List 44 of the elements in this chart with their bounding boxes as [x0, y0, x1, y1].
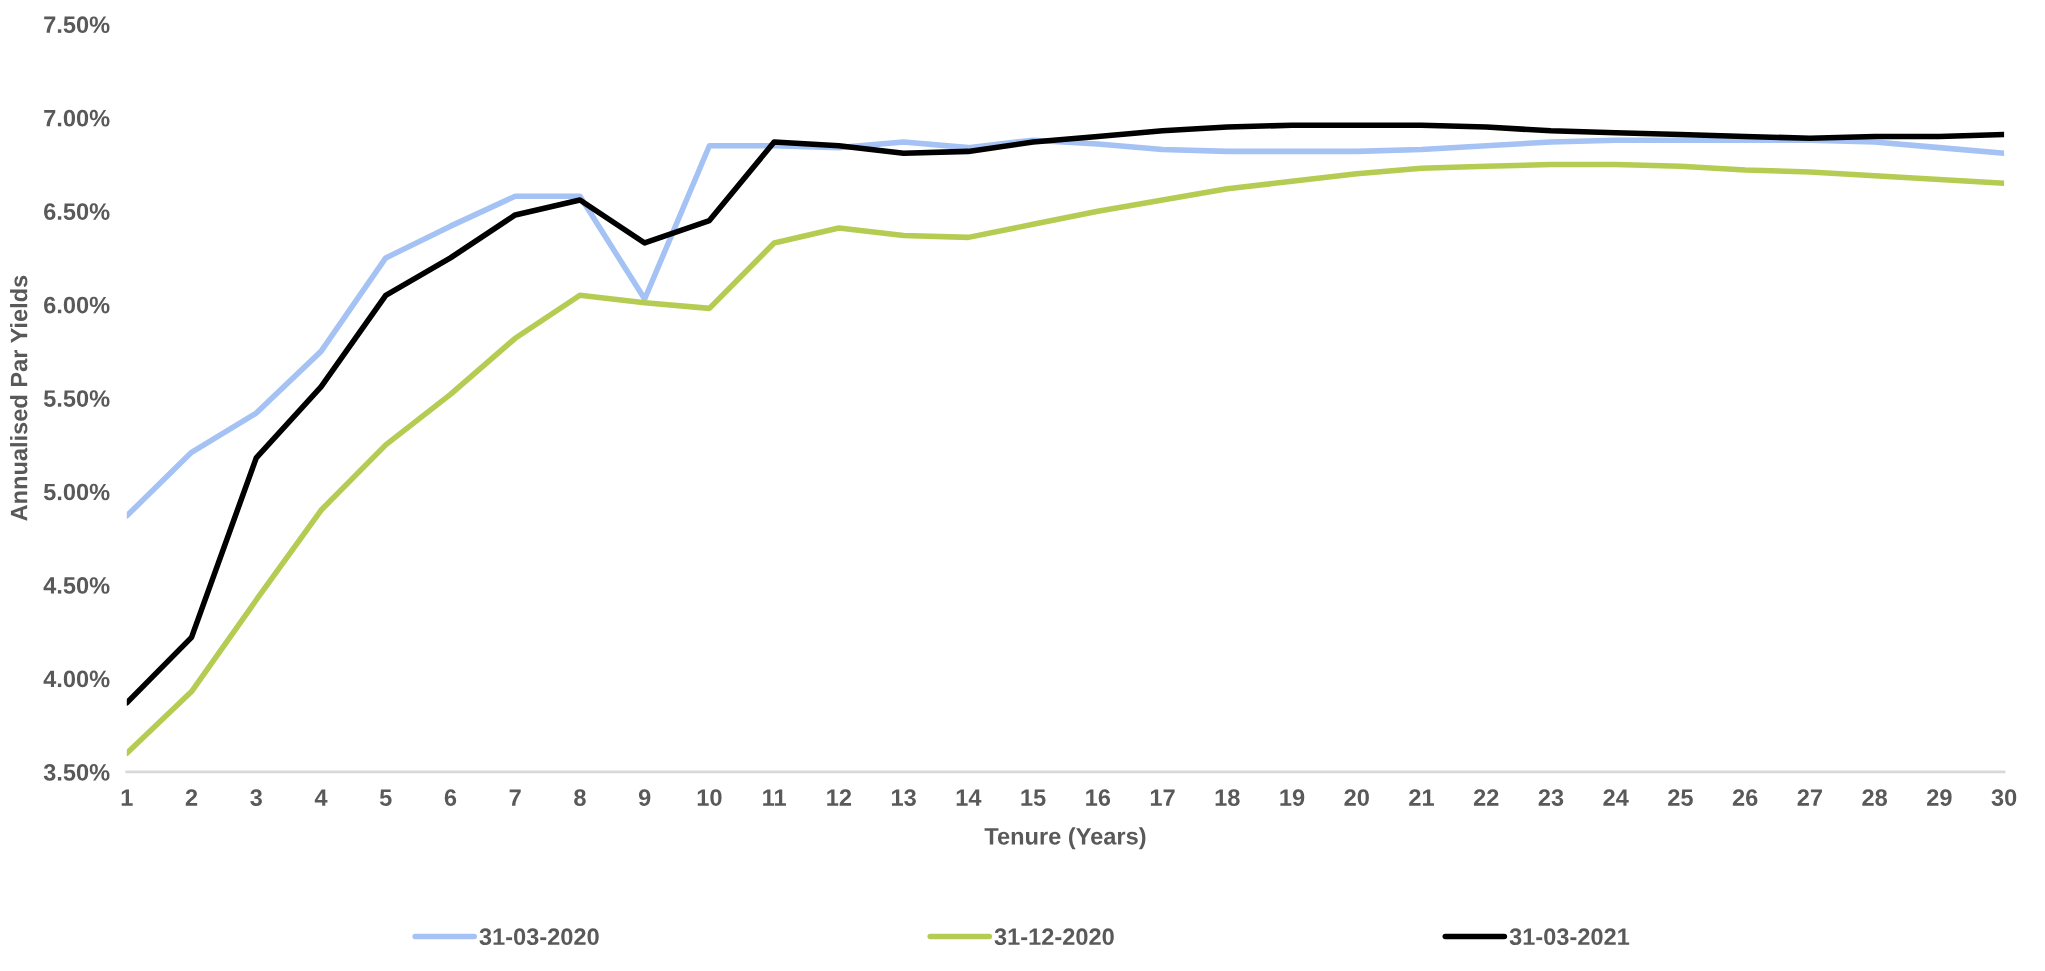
y-tick-label: 4.00% — [43, 670, 110, 688]
x-tick-label: 8 — [574, 789, 586, 806]
x-tick-label: 18 — [1215, 789, 1240, 806]
y-tick-label: 6.00% — [44, 296, 110, 314]
x-tick-label: 23 — [1538, 789, 1564, 806]
y-tick-label: 6.50% — [44, 203, 110, 220]
x-tick-label: 11 — [763, 789, 786, 806]
x-tick-label: 9 — [638, 789, 651, 806]
x-tick-label: 27 — [1797, 789, 1822, 806]
x-tick-label: 16 — [1086, 789, 1111, 806]
x-tick-label: 29 — [1927, 789, 1952, 806]
y-tick-label: 7.00% — [44, 109, 110, 127]
x-tick-label: 10 — [697, 789, 722, 806]
legend-label: 31-12-2020 — [994, 928, 1114, 946]
x-tick-label: 19 — [1280, 789, 1305, 806]
x-tick-label: 3 — [250, 789, 262, 806]
x-tick-label: 7 — [509, 789, 521, 806]
x-tick-label: 4 — [314, 789, 328, 806]
x-tick-label: 15 — [1021, 789, 1046, 806]
x-tick-label: 14 — [956, 789, 982, 806]
x-tick-label: 1 — [121, 789, 133, 806]
x-tick-label: 24 — [1603, 789, 1629, 806]
x-tick-label: 28 — [1862, 789, 1888, 806]
x-tick-label: 30 — [1991, 789, 2017, 806]
legend-label: 31-03-2021 — [1509, 928, 1630, 946]
y-axis-title: Annualised Par Yields — [10, 275, 28, 521]
x-tick-label: 5 — [379, 789, 392, 806]
y-tick-label: 4.50% — [43, 577, 110, 594]
x-tick-label: 17 — [1150, 789, 1175, 806]
y-tick-label: 3.50% — [43, 764, 110, 781]
x-tick-label: 21 — [1409, 789, 1434, 806]
x-tick-label: 20 — [1344, 789, 1369, 806]
x-tick-label: 2 — [185, 789, 198, 806]
y-tick-label: 5.50% — [43, 390, 110, 407]
legend-label: 31-03-2020 — [479, 928, 599, 946]
x-tick-label: 13 — [891, 789, 916, 806]
x-tick-label: 6 — [444, 789, 457, 806]
x-tick-label: 22 — [1473, 789, 1499, 806]
x-tick-label: 12 — [827, 789, 852, 806]
x-tick-label: 26 — [1732, 789, 1758, 806]
x-tick-label: 25 — [1668, 789, 1693, 806]
y-tick-label: 7.50% — [44, 16, 110, 34]
y-tick-label: 5.00% — [43, 483, 110, 501]
x-axis-title: Tenure (Years) — [984, 827, 1146, 850]
